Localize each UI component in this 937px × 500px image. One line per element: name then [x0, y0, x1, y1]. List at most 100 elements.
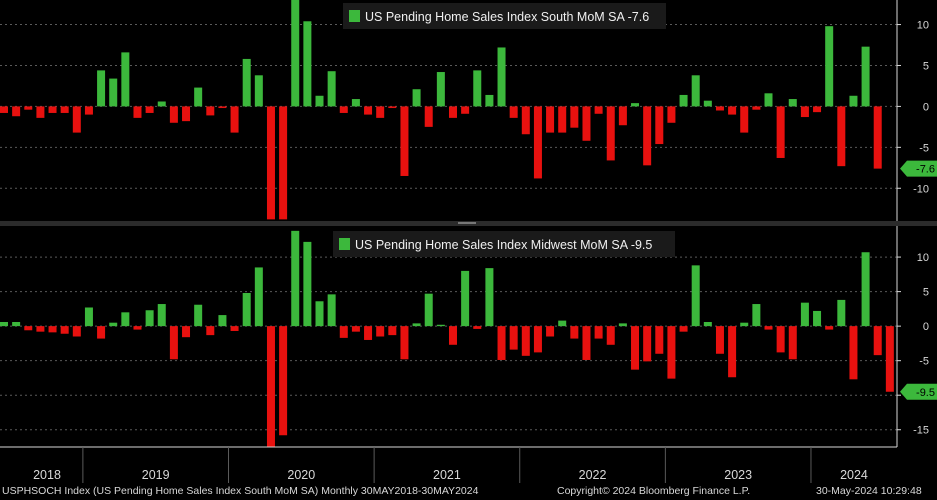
bar	[145, 310, 154, 327]
x-tick-label: 2018	[33, 468, 61, 482]
y-tick-label: 5	[923, 287, 929, 299]
bar	[813, 106, 822, 113]
bar	[218, 315, 227, 327]
bar	[206, 326, 215, 336]
bar	[813, 310, 822, 327]
bar	[133, 326, 142, 330]
bar	[776, 106, 785, 158]
legend-swatch	[349, 10, 360, 22]
bar	[254, 267, 263, 327]
bar	[24, 106, 33, 110]
bar	[885, 326, 894, 392]
bar	[740, 322, 749, 327]
bar	[194, 304, 203, 327]
bar	[121, 312, 130, 327]
bar	[570, 326, 579, 339]
bar	[72, 106, 81, 133]
bar	[521, 106, 530, 135]
bar	[242, 58, 251, 107]
bar	[461, 270, 470, 327]
bar	[691, 75, 700, 107]
bar	[582, 106, 591, 141]
bar	[157, 101, 166, 107]
resize-handle	[458, 222, 476, 224]
bar	[800, 302, 809, 327]
bar	[84, 307, 93, 327]
bar	[24, 326, 33, 331]
y-tick-label: 5	[923, 60, 929, 72]
bar	[558, 106, 567, 133]
bar	[12, 321, 21, 327]
bar	[133, 106, 142, 118]
y-tick-label: 10	[917, 252, 929, 264]
bar	[509, 326, 518, 350]
bar	[546, 326, 555, 337]
bar	[48, 326, 57, 333]
bar	[764, 93, 773, 107]
bar	[825, 26, 834, 107]
bar	[448, 106, 457, 118]
title-box	[333, 231, 675, 257]
bar	[266, 326, 275, 447]
bar	[339, 106, 348, 113]
bar	[376, 106, 385, 118]
bar	[715, 106, 724, 111]
bar	[546, 106, 555, 133]
bar	[388, 326, 397, 336]
bar	[825, 326, 834, 330]
bar	[97, 326, 106, 339]
bar	[655, 326, 664, 354]
bar	[837, 299, 846, 327]
bar	[218, 106, 227, 109]
bar	[182, 106, 191, 122]
bar	[618, 323, 627, 327]
y-tick-label: 0	[923, 321, 929, 333]
bar	[242, 292, 251, 327]
bar	[0, 106, 8, 113]
bar	[291, 0, 300, 107]
bar	[582, 326, 591, 360]
bar	[631, 326, 640, 370]
bar	[764, 326, 773, 330]
bar	[728, 106, 737, 115]
bar	[12, 106, 21, 117]
bar	[339, 326, 348, 338]
bar	[121, 52, 130, 107]
bar	[291, 230, 300, 327]
legend-label: US Pending Home Sales Index Midwest MoM …	[355, 238, 652, 252]
bar	[230, 326, 239, 331]
x-tick-label: 2021	[433, 468, 461, 482]
bar	[776, 326, 785, 353]
bar	[873, 326, 882, 356]
last-value-label: -7.6	[916, 164, 935, 176]
bar	[60, 326, 69, 334]
bar	[788, 326, 797, 360]
bar	[364, 326, 373, 340]
bar	[424, 106, 433, 127]
bar	[266, 106, 275, 220]
bar	[254, 75, 263, 107]
bar	[279, 106, 288, 220]
bar	[752, 304, 761, 327]
x-tick-label: 2020	[287, 468, 315, 482]
bar	[48, 106, 57, 113]
bar	[376, 326, 385, 337]
y-tick-label: -15	[913, 425, 929, 437]
bar	[0, 321, 8, 327]
x-tick-label: 2024	[840, 468, 868, 482]
bar	[72, 326, 81, 337]
bar	[60, 106, 69, 113]
bar	[364, 106, 373, 115]
bar	[109, 78, 118, 107]
bar	[436, 324, 445, 327]
y-tick-label: 10	[917, 20, 929, 32]
bar	[679, 94, 688, 107]
bar	[849, 95, 858, 107]
bar	[169, 106, 178, 123]
bar	[84, 106, 93, 115]
bar	[667, 106, 676, 123]
bar	[473, 70, 482, 107]
bar	[36, 106, 45, 118]
legend-swatch	[339, 238, 350, 250]
bar	[315, 301, 324, 327]
